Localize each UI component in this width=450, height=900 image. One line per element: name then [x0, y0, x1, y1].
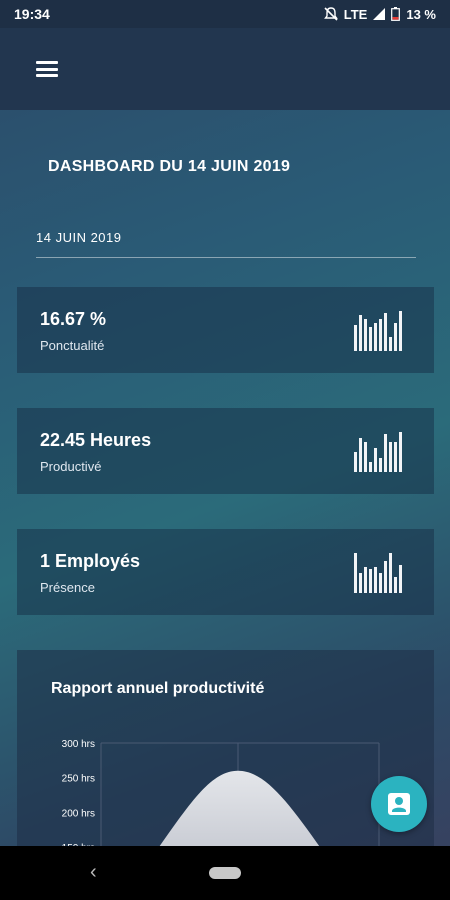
battery-low-icon: [391, 7, 401, 21]
home-pill-icon[interactable]: [209, 867, 241, 879]
sparkline-bar: [369, 569, 372, 593]
status-icons: LTE 13 %: [323, 6, 436, 22]
card-value: 16.67 %: [40, 309, 107, 329]
sparkline-bars: [354, 311, 410, 351]
sparkline-bar: [359, 315, 362, 351]
sparkline-bars: [354, 432, 410, 472]
sparkline-bar: [399, 565, 402, 593]
sparkline-bar: [369, 462, 372, 472]
card-productive[interactable]: 22.45 Heures Productivé: [17, 408, 434, 494]
network-type: LTE: [343, 6, 368, 22]
sparkline-bar: [389, 337, 392, 351]
sparkline-bar: [379, 573, 382, 593]
sparkline-bar: [384, 313, 387, 351]
sparkline-bar: [394, 577, 397, 593]
sparkline-bar: [359, 573, 362, 593]
contact-fab-button[interactable]: [371, 776, 427, 832]
sparkline-bars: [354, 553, 410, 593]
page-title: DASHBOARD DU 14 JUIN 2019: [48, 158, 291, 175]
app-bar: [0, 28, 450, 110]
sparkline-bar: [374, 448, 377, 472]
back-chevron-icon[interactable]: ‹: [90, 861, 97, 883]
sparkline-bar: [369, 327, 372, 351]
y-tick-label: 250 hrs: [62, 774, 95, 785]
card-label: Productivé: [40, 459, 102, 474]
mute-icon: [323, 7, 338, 21]
battery-level: 13 %: [406, 6, 436, 22]
sparkline-bar: [374, 567, 377, 593]
date-field[interactable]: 14 JUIN 2019: [36, 230, 416, 258]
sparkline-bar: [384, 434, 387, 472]
card-ponctualite[interactable]: 16.67 % Ponctualité: [17, 287, 434, 373]
area-series: [157, 770, 322, 850]
y-tick-label: 200 hrs: [62, 808, 95, 819]
sparkline-bar: [354, 452, 357, 472]
contact-card-icon: [388, 793, 410, 815]
sparkline-bar: [399, 311, 402, 351]
sparkline-bar: [364, 442, 367, 472]
sparkline-bar: [354, 325, 357, 351]
sparkline-bar: [364, 319, 367, 351]
sparkline-bar: [389, 553, 392, 593]
sparkline-bar: [379, 458, 382, 472]
status-time: 19:34: [14, 6, 50, 22]
annual-report-card: Rapport annuel productivité 300 hrs 250 h…: [17, 650, 434, 850]
card-label: Présence: [40, 580, 95, 595]
sparkline-bar: [389, 442, 392, 472]
sparkline-bar: [384, 561, 387, 593]
sparkline-bar: [364, 567, 367, 593]
sparkline-bar: [354, 553, 357, 593]
card-value: 22.45 Heures: [40, 430, 152, 450]
system-nav-bar: ‹: [0, 846, 450, 900]
sparkline-bar: [374, 323, 377, 351]
sparkline-bar: [359, 438, 362, 472]
report-title: Rapport annuel productivité: [51, 680, 265, 697]
card-label: Ponctualité: [40, 338, 105, 353]
sparkline-bar: [394, 323, 397, 351]
sparkline-bar: [379, 319, 382, 351]
y-tick-label: 300 hrs: [62, 739, 95, 750]
signal-icon: [373, 8, 386, 20]
card-presence[interactable]: 1 Employés Présence: [17, 529, 434, 615]
card-value: 1 Employés: [40, 551, 141, 571]
sparkline-bar: [399, 432, 402, 472]
hamburger-menu-icon[interactable]: [36, 61, 58, 77]
status-bar: 19:34 LTE 13 %: [0, 0, 450, 28]
sparkline-bar: [394, 442, 397, 472]
